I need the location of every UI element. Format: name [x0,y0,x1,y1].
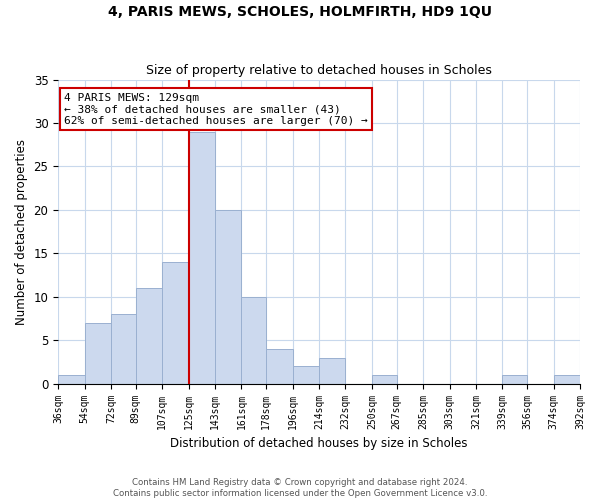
Bar [266,349,293,384]
Bar [188,132,215,384]
Y-axis label: Number of detached properties: Number of detached properties [15,138,28,324]
Bar [372,375,397,384]
Bar [85,323,111,384]
X-axis label: Distribution of detached houses by size in Scholes: Distribution of detached houses by size … [170,437,468,450]
Text: 4, PARIS MEWS, SCHOLES, HOLMFIRTH, HD9 1QU: 4, PARIS MEWS, SCHOLES, HOLMFIRTH, HD9 1… [108,5,492,19]
Title: Size of property relative to detached houses in Scholes: Size of property relative to detached ho… [146,64,492,77]
Bar [502,375,527,384]
Bar [215,210,241,384]
Bar [58,375,85,384]
Bar [554,375,580,384]
Bar [319,358,346,384]
Bar [162,262,188,384]
Bar [136,288,162,384]
Text: 4 PARIS MEWS: 129sqm
← 38% of detached houses are smaller (43)
62% of semi-detac: 4 PARIS MEWS: 129sqm ← 38% of detached h… [64,92,368,126]
Bar [293,366,319,384]
Bar [111,314,136,384]
Text: Contains HM Land Registry data © Crown copyright and database right 2024.
Contai: Contains HM Land Registry data © Crown c… [113,478,487,498]
Bar [241,297,266,384]
